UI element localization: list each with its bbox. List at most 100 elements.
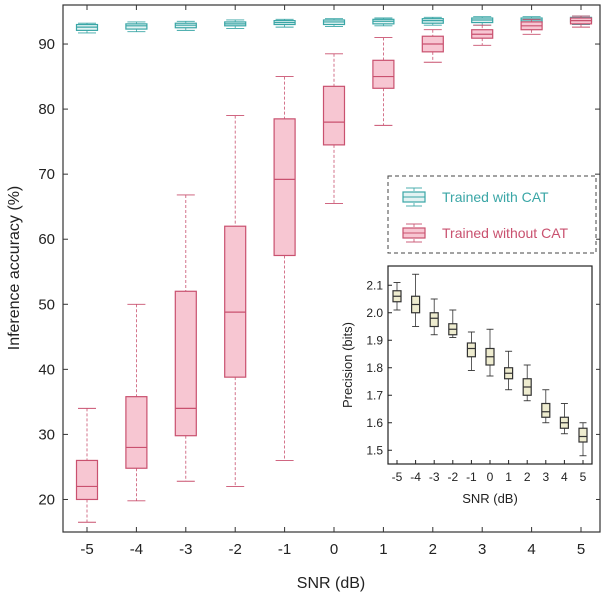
main-x-tick-label: -3: [179, 541, 192, 558]
box-2: [421, 16, 444, 26]
main-x-tick-label: -2: [229, 541, 242, 558]
inset-x-tick-label: 3: [542, 470, 549, 484]
legend-frame: [387, 175, 597, 254]
inset-y-tick-label: 1.7: [366, 388, 383, 402]
main-y-tick-label: 80: [38, 101, 55, 118]
inset-y-tick-label: 2.1: [366, 278, 383, 292]
box-iqr: [541, 402, 551, 418]
box-1: [372, 17, 395, 27]
box--4: [125, 21, 148, 33]
box-iqr: [372, 59, 395, 89]
box-3: [541, 389, 551, 424]
box-iqr: [75, 459, 99, 501]
box--1: [273, 18, 296, 28]
box-iqr: [125, 396, 148, 469]
box--1: [466, 331, 476, 371]
legend-swatch-with-cat: [402, 187, 426, 207]
main-y-tick-label: 90: [38, 36, 55, 53]
legend-label-with-cat: Trained with CAT: [442, 189, 549, 205]
main-series-with-cat: [75, 15, 593, 34]
inset-x-tick-label: -4: [410, 470, 421, 484]
main-plot-frame: [62, 4, 601, 533]
box--4: [125, 303, 148, 502]
inset-x-ticks: -5 -4 -3 -2 -1 0 1 2 3 4 5: [392, 460, 587, 484]
main-y-tick-label: 60: [38, 231, 55, 248]
box-iqr: [174, 290, 197, 437]
box-1: [504, 350, 514, 391]
box-0: [322, 18, 346, 27]
main-y-tick-label: 20: [38, 491, 55, 508]
main-x-tick-label: 2: [429, 541, 437, 558]
inset-x-tick-label: 5: [580, 470, 587, 484]
box-iqr: [224, 225, 247, 378]
box-3: [471, 16, 494, 26]
inset-x-tick-label: 1: [505, 470, 512, 484]
box-iqr: [322, 85, 346, 146]
box--3: [429, 298, 439, 336]
inset-chart: -5 -4 -3 -2 -1 0 1 2 3 4 5 1.5 1.6 1.7 1.8 1.9 2.0 2.1 S…: [340, 260, 596, 512]
inset-x-tick-label: 4: [561, 470, 568, 484]
box-iqr: [273, 118, 296, 257]
box-0: [322, 53, 346, 204]
main-y-tick-label: 50: [38, 296, 55, 313]
main-x-tick-label: 3: [478, 541, 486, 558]
main-x-tick-label: -4: [130, 541, 143, 558]
box--2: [448, 309, 458, 338]
inset-y-tick-label: 1.9: [366, 333, 383, 347]
main-x-tick-label: -1: [278, 541, 291, 558]
inset-x-axis-label: SNR (dB): [462, 491, 518, 506]
box-2: [522, 364, 532, 402]
box-5: [569, 15, 593, 28]
legend-label-without-cat: Trained without CAT: [442, 225, 568, 241]
box-3: [471, 24, 494, 46]
box-iqr: [578, 427, 588, 443]
box--3: [174, 20, 197, 31]
box--2: [224, 115, 247, 487]
box--3: [174, 194, 197, 482]
inset-x-tick-label: -3: [429, 470, 440, 484]
main-x-ticks: -5 -4 -3 -2 -1 0 1 2 3 4 5: [80, 5, 585, 558]
box--4: [411, 273, 421, 327]
main-x-tick-label: 0: [330, 541, 338, 558]
box--5: [392, 282, 402, 311]
inset-x-tick-label: -1: [466, 470, 477, 484]
main-x-tick-label: -5: [80, 541, 93, 558]
main-x-axis-label: SNR (dB): [297, 575, 365, 592]
box--5: [75, 22, 99, 34]
box--2: [224, 19, 247, 29]
inset-y-ticks: 1.5 1.6 1.7 1.8 1.9 2.0 2.1: [366, 278, 392, 457]
main-y-tick-label: 70: [38, 166, 55, 183]
box-iqr: [429, 312, 439, 328]
inset-x-tick-label: 0: [487, 470, 494, 484]
main-x-tick-label: 5: [577, 541, 585, 558]
main-x-tick-label: 4: [527, 541, 535, 558]
inset-x-tick-label: -2: [447, 470, 458, 484]
box-0: [485, 328, 495, 377]
main-series-without-cat: [75, 15, 593, 523]
box-2: [421, 29, 444, 63]
main-y-axis-label: Inference accuracy (%): [6, 186, 23, 351]
inset-y-tick-label: 2.0: [366, 306, 383, 320]
legend-swatch-without-cat: [402, 223, 426, 243]
box-1: [372, 37, 395, 126]
box--5: [75, 407, 99, 523]
box--1: [273, 76, 296, 461]
box-4: [559, 403, 570, 435]
box-5: [578, 422, 588, 457]
inset-y-tick-label: 1.6: [366, 416, 383, 430]
main-y-tick-label: 30: [38, 426, 55, 443]
inset-x-tick-label: -5: [392, 470, 403, 484]
inset-y-tick-label: 1.8: [366, 361, 383, 375]
inset-y-tick-label: 1.5: [366, 443, 383, 457]
box-iqr: [466, 342, 476, 358]
inset-y-axis-label: Precision (bits): [340, 322, 355, 408]
inset-x-tick-label: 2: [524, 470, 531, 484]
inset-background: [340, 260, 596, 512]
main-x-tick-label: 1: [379, 541, 387, 558]
legend: Trained with CAT Trained without CAT: [387, 175, 597, 254]
main-y-tick-label: 40: [38, 361, 55, 378]
inset-boxes: [392, 273, 588, 457]
box-4: [520, 18, 543, 35]
